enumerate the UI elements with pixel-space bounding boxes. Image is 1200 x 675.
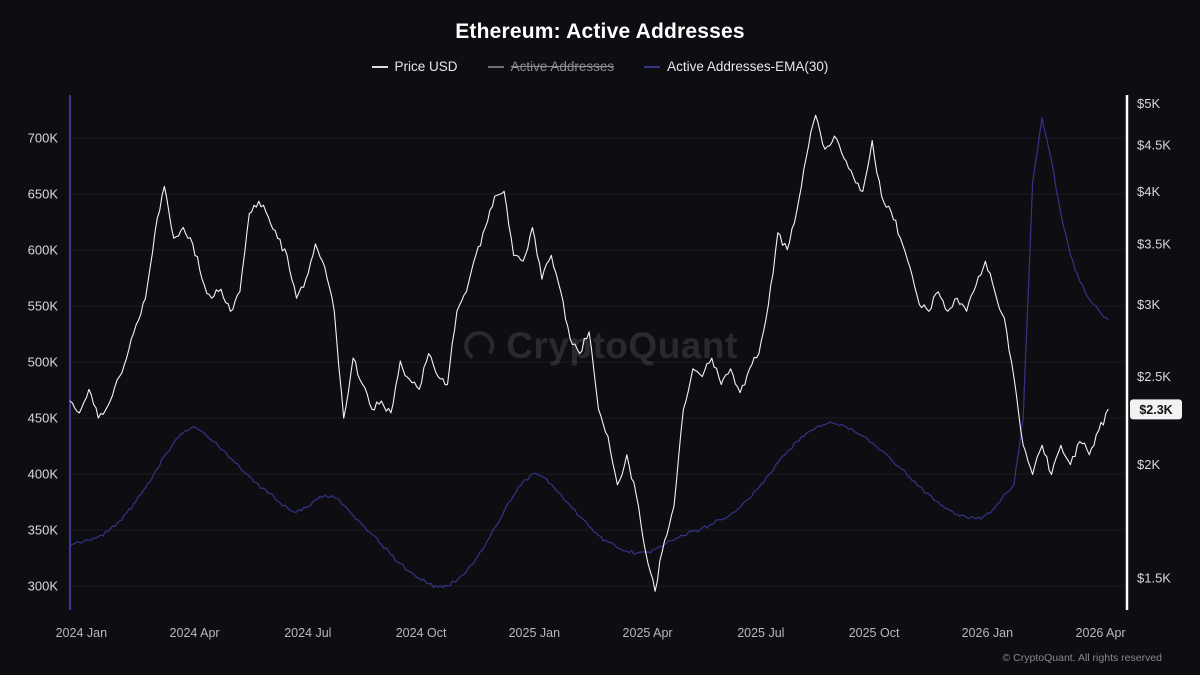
y-axis-left-label: 700K <box>28 131 59 146</box>
legend-label: Active Addresses-EMA(30) <box>667 59 829 74</box>
y-axis-left-label: 400K <box>28 467 59 482</box>
latest-price-badge <box>1130 399 1182 420</box>
y-axis-right-label: $4.5K <box>1137 137 1171 152</box>
legend-swatch-icon <box>487 65 504 68</box>
legend-label: Active Addresses <box>510 59 615 74</box>
y-axis-left-label: 350K <box>28 523 59 538</box>
latest-price-badge-label: $2.3K <box>1139 403 1172 417</box>
x-axis-label: 2026 Jan <box>962 626 1013 640</box>
y-axis-left-label: 550K <box>28 299 59 314</box>
legend: Price USD Active Addresses Active Addresse… <box>0 59 1200 74</box>
legend-swatch-icon <box>371 65 388 68</box>
y-axis-right-label: $3K <box>1137 297 1160 312</box>
y-axis-right-label: $2.5K <box>1137 369 1171 384</box>
legend-label: Price USD <box>394 59 458 74</box>
legend-item-price-usd[interactable]: Price USD <box>371 59 458 74</box>
y-axis-left-label: 300K <box>28 579 59 594</box>
y-axis-right-label: $1.5K <box>1137 570 1171 585</box>
y-axis-left-label: 500K <box>28 355 59 370</box>
x-axis-label: 2025 Jan <box>509 626 560 640</box>
x-axis-label: 2026 Apr <box>1076 626 1126 640</box>
x-axis-label: 2024 Jan <box>56 626 107 640</box>
y-axis-right-label: $2K <box>1137 457 1160 472</box>
x-axis-label: 2025 Jul <box>737 626 784 640</box>
series-line-price-usd <box>69 114 1109 592</box>
y-axis-right-label: $4K <box>1137 184 1160 199</box>
x-axis-label: 2025 Oct <box>849 626 900 640</box>
y-axis-right-label: $3.5K <box>1137 236 1171 251</box>
y-axis-left-label: 600K <box>28 243 59 258</box>
x-axis-label: 2024 Apr <box>170 626 220 640</box>
y-axis-right-label: $5K <box>1137 96 1160 111</box>
copyright-text: © CryptoQuant. All rights reserved <box>1002 652 1162 664</box>
legend-item-active-addresses-ema-30-[interactable]: Active Addresses-EMA(30) <box>644 59 828 74</box>
x-axis-label: 2024 Oct <box>396 626 447 640</box>
x-axis-label: 2025 Apr <box>623 626 673 640</box>
y-axis-left-label: 450K <box>28 411 59 426</box>
chart-title: Ethereum: Active Addresses <box>455 20 745 43</box>
y-axis-left-label: 650K <box>28 187 59 202</box>
legend-item-active-addresses[interactable]: Active Addresses <box>487 59 615 74</box>
x-axis-label: 2024 Jul <box>284 626 331 640</box>
legend-swatch-icon <box>644 65 661 68</box>
series-line-active-addresses-ema-30- <box>69 117 1109 589</box>
